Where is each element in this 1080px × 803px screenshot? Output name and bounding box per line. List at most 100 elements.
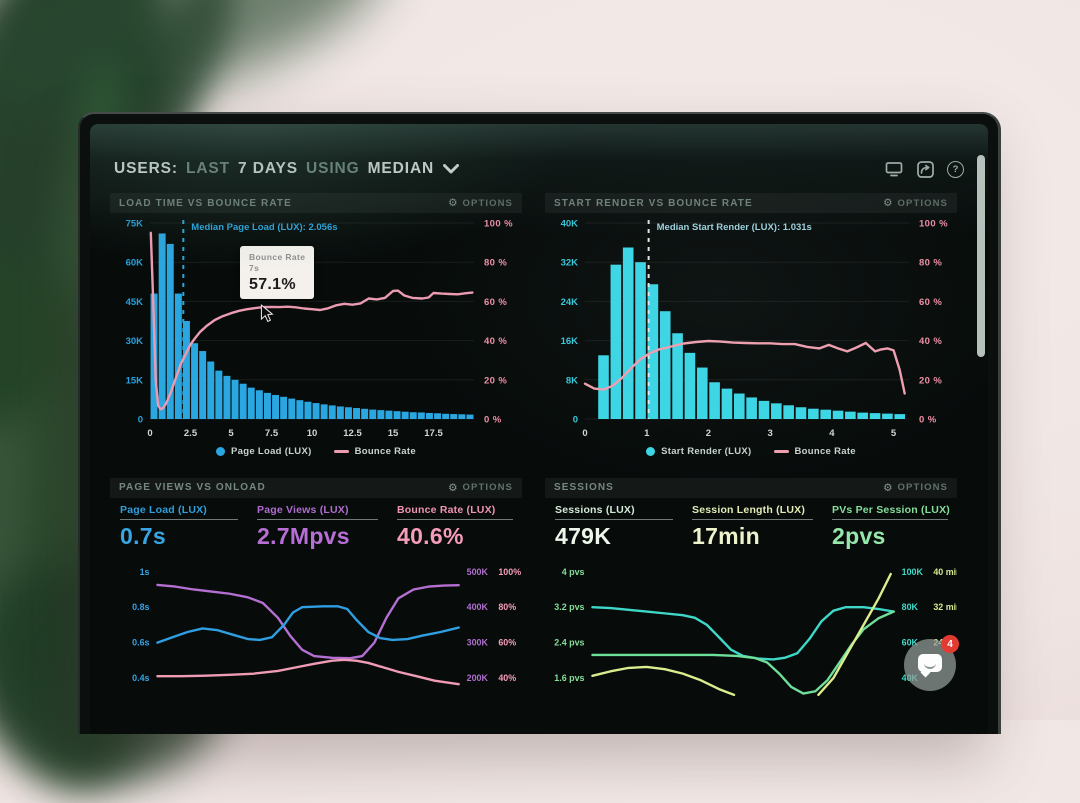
svg-text:200K: 200K: [467, 673, 489, 683]
stat-divider: [397, 518, 514, 520]
options-button[interactable]: ⚙ OPTIONS: [448, 196, 513, 209]
svg-text:60 %: 60 %: [919, 297, 942, 308]
svg-text:2.5: 2.5: [184, 428, 198, 439]
chat-smile-icon: [924, 660, 936, 669]
stat-divider: [120, 518, 239, 520]
dashboard-screen: USERS: LAST 7 DAYS USING MEDIAN ?: [90, 124, 988, 734]
svg-text:80 %: 80 %: [484, 258, 507, 269]
panel-header: START RENDER VS BOUNCE RATE ⚙ OPTIONS: [545, 193, 957, 213]
svg-text:7.5: 7.5: [265, 428, 279, 439]
legend-dot-swatch: [646, 446, 656, 456]
svg-text:500K: 500K: [467, 567, 489, 577]
stat-pvs-per-session: PVs Per Session (LUX) 2pvs: [832, 503, 950, 549]
svg-text:45K: 45K: [126, 297, 144, 308]
stat-page-views: Page Views (LUX) 2.7Mpvs: [257, 504, 397, 556]
panel-title: SESSIONS: [554, 482, 614, 494]
legend-item[interactable]: Start Render (LUX): [646, 446, 751, 457]
gear-icon: ⚙: [448, 481, 458, 494]
gear-icon: ⚙: [883, 196, 893, 209]
header-segment: 7 DAYS: [238, 160, 299, 177]
svg-text:8K: 8K: [566, 375, 578, 386]
svg-text:40 min: 40 min: [933, 567, 957, 577]
svg-text:0: 0: [147, 428, 152, 439]
svg-text:Median Start Render (LUX): 1.0: Median Start Render (LUX): 1.031s: [657, 222, 812, 233]
header-segment: LAST: [185, 160, 231, 177]
header-segment: USERS:: [114, 160, 178, 177]
svg-text:75K: 75K: [126, 219, 144, 230]
legend-line-swatch: [333, 449, 349, 453]
share-icon[interactable]: [916, 160, 934, 178]
legend-item[interactable]: Bounce Rate: [773, 446, 856, 457]
svg-text:24K: 24K: [561, 297, 579, 308]
svg-text:80K: 80K: [902, 603, 919, 613]
chart-legend: Start Render (LUX) Bounce Rate: [545, 443, 957, 459]
legend-line-swatch: [773, 449, 789, 453]
svg-text:100 %: 100 %: [484, 219, 513, 230]
svg-text:15K: 15K: [126, 375, 144, 386]
header-segment: MEDIAN: [367, 160, 435, 177]
svg-text:5: 5: [228, 428, 234, 439]
chevron-down-icon: [442, 161, 460, 178]
stat-divider: [257, 518, 378, 520]
svg-text:12.5: 12.5: [343, 428, 362, 439]
monitor-icon[interactable]: [885, 161, 903, 178]
svg-text:60 %: 60 %: [484, 297, 507, 308]
gear-icon: ⚙: [883, 481, 893, 494]
stats-row: Page Load (LUX) 0.7s Page Views (LUX) 2.…: [110, 498, 522, 556]
svg-text:3: 3: [767, 428, 772, 439]
header-segment: USING: [306, 160, 360, 177]
svg-text:100%: 100%: [498, 567, 521, 577]
svg-text:16K: 16K: [561, 336, 579, 347]
svg-text:Median Page Load (LUX): 2.056s: Median Page Load (LUX): 2.056s: [191, 222, 337, 233]
dashboard-header: USERS: LAST 7 DAYS USING MEDIAN ?: [114, 154, 964, 184]
load-time-histogram-chart: 0 % 20 % 40 % 60 % 80 % 100 % 0 15K 30K 45K 60K 75K…: [126, 219, 513, 440]
stat-divider: [692, 518, 813, 520]
stats-row: Sessions (LUX) 479K Session Length (LUX)…: [545, 498, 957, 556]
svg-text:40%: 40%: [498, 673, 516, 683]
stat-session-length: Session Length (LUX) 17min: [692, 504, 832, 556]
chart-legend: Page Load (LUX) Bounce Rate: [110, 443, 522, 459]
help-icon[interactable]: ?: [947, 160, 964, 178]
svg-text:80%: 80%: [498, 603, 516, 613]
panel-title: LOAD TIME VS BOUNCE RATE: [119, 197, 292, 209]
stat-divider: [555, 518, 674, 520]
svg-text:100 %: 100 %: [919, 219, 948, 230]
svg-text:5: 5: [891, 428, 897, 439]
svg-text:17.5: 17.5: [424, 428, 443, 439]
options-button[interactable]: ⚙ OPTIONS: [883, 481, 948, 494]
svg-text:40 %: 40 %: [919, 336, 942, 347]
panel-header: SESSIONS ⚙ OPTIONS: [545, 478, 957, 498]
gear-icon: ⚙: [448, 196, 458, 209]
legend-item[interactable]: Bounce Rate: [333, 446, 416, 457]
svg-text:0 %: 0 %: [919, 415, 937, 426]
svg-text:0 %: 0 %: [484, 415, 502, 426]
svg-text:3.2 pvs: 3.2 pvs: [554, 603, 584, 613]
svg-text:32K: 32K: [561, 258, 579, 269]
svg-text:4: 4: [829, 428, 835, 439]
panel-header: PAGE VIEWS VS ONLOAD ⚙ OPTIONS: [110, 478, 522, 498]
header-icons: ?: [885, 160, 964, 178]
users-filter-dropdown[interactable]: USERS: LAST 7 DAYS USING MEDIAN: [114, 160, 460, 178]
svg-text:0: 0: [138, 415, 143, 426]
scrollbar-thumb[interactable]: [977, 155, 985, 357]
stat-divider: [832, 518, 949, 520]
legend-item[interactable]: Page Load (LUX): [216, 446, 312, 457]
svg-text:0.6s: 0.6s: [132, 638, 149, 648]
svg-text:4 pvs: 4 pvs: [562, 567, 585, 577]
svg-text:32 min: 32 min: [933, 603, 957, 613]
panel-header: LOAD TIME VS BOUNCE RATE ⚙ OPTIONS: [110, 193, 522, 213]
panel-sessions: SESSIONS ⚙ OPTIONS Sessions (LUX) 479K S…: [545, 478, 957, 704]
svg-text:300K: 300K: [467, 638, 489, 648]
panel-page-views-vs-onload: PAGE VIEWS VS ONLOAD ⚙ OPTIONS Page Load…: [110, 478, 522, 704]
options-button[interactable]: ⚙ OPTIONS: [883, 196, 948, 209]
panel-title: START RENDER VS BOUNCE RATE: [554, 197, 753, 209]
svg-text:30K: 30K: [126, 336, 144, 347]
svg-text:400K: 400K: [467, 603, 489, 613]
options-button[interactable]: ⚙ OPTIONS: [448, 481, 513, 494]
start-render-histogram-chart: 0 % 20 % 40 % 60 % 80 % 100 % 0 8K 16K 24K 32K 40K 0…: [561, 219, 948, 440]
stat-sessions: Sessions (LUX) 479K: [555, 504, 692, 556]
svg-text:20 %: 20 %: [484, 375, 507, 386]
svg-text:1.6 pvs: 1.6 pvs: [554, 673, 584, 683]
svg-text:10: 10: [307, 428, 318, 439]
chat-widget-button[interactable]: 4: [904, 635, 959, 691]
